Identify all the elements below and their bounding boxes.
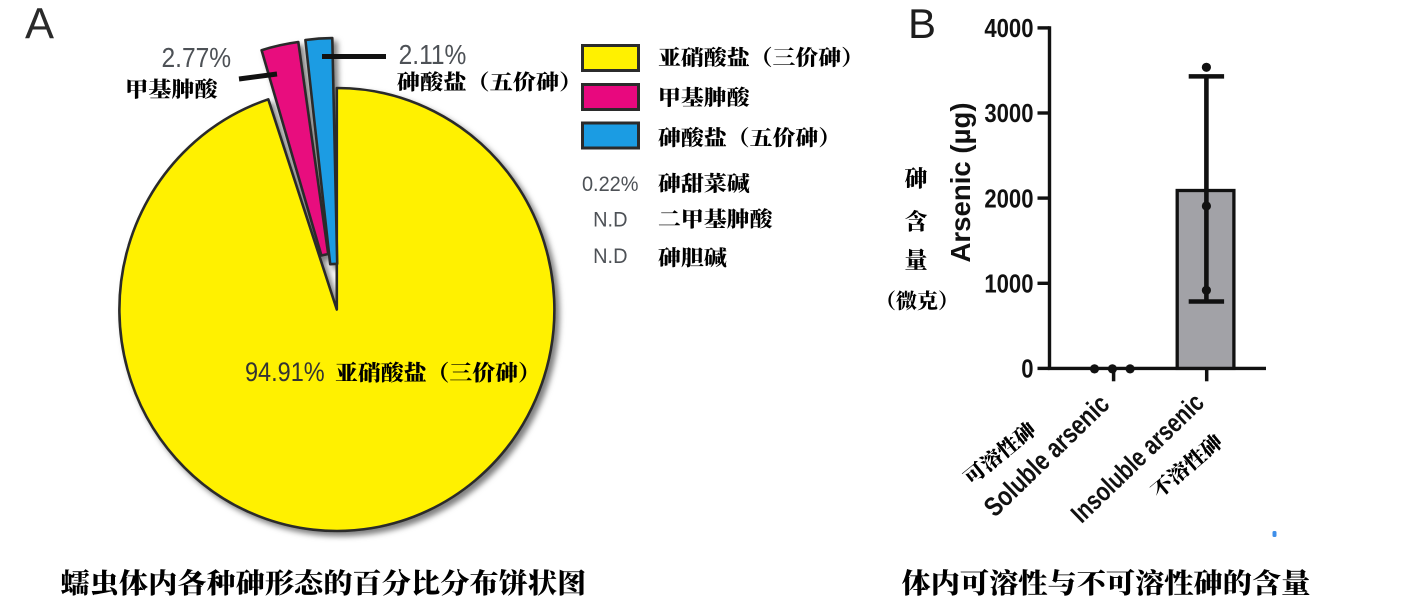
svg-text:B: B (908, 0, 936, 47)
svg-text:2.77%: 2.77% (162, 42, 232, 74)
svg-text:2000: 2000 (984, 185, 1033, 214)
svg-text:0.22%: 0.22% (582, 173, 639, 197)
svg-text:0: 0 (1021, 355, 1033, 384)
svg-text:3000: 3000 (984, 100, 1033, 129)
svg-text:N.D: N.D (593, 208, 627, 232)
svg-text:94.91%: 94.91% (245, 357, 325, 387)
svg-text:Arsenic (µg): Arsenic (µg) (945, 102, 976, 262)
svg-text:N.D: N.D (593, 245, 627, 269)
svg-text:A: A (25, 1, 54, 49)
svg-text:1000: 1000 (984, 270, 1033, 299)
svg-text:4000: 4000 (984, 14, 1033, 43)
svg-text:2.11%: 2.11% (399, 39, 467, 71)
